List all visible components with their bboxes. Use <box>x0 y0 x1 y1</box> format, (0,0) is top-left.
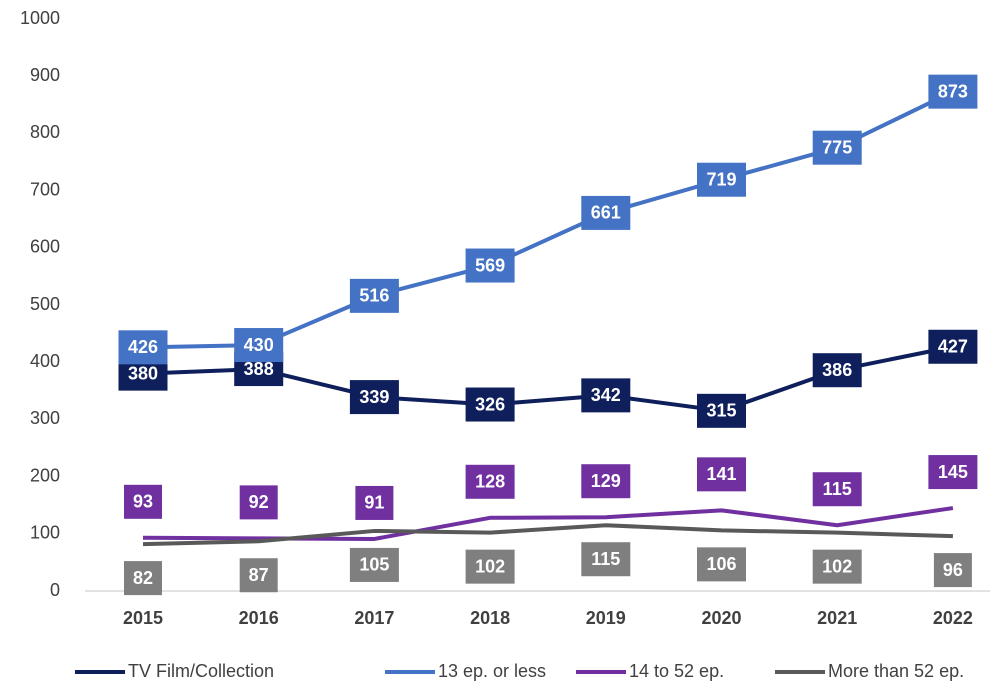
y-tick-label: 300 <box>30 408 60 428</box>
data-label: 129 <box>591 471 621 491</box>
data-label: 106 <box>706 554 736 574</box>
data-label-box <box>697 393 746 428</box>
data-label: 87 <box>249 565 269 585</box>
y-tick-label: 500 <box>30 294 60 314</box>
x-tick-label: 2020 <box>701 608 741 628</box>
data-label: 115 <box>591 549 620 569</box>
data-label: 427 <box>938 337 968 357</box>
data-label: 386 <box>822 360 852 380</box>
data-label: 775 <box>822 137 852 157</box>
x-tick-label: 2018 <box>470 608 510 628</box>
data-label-box <box>581 378 631 413</box>
data-label-box <box>928 329 978 364</box>
data-label: 388 <box>244 359 274 379</box>
data-label: 719 <box>706 169 736 189</box>
data-label-box <box>812 472 862 507</box>
legend-label: TV Film/Collection <box>128 661 274 681</box>
data-label: 93 <box>133 492 153 512</box>
data-label-box <box>118 330 168 365</box>
data-label: 92 <box>249 492 269 512</box>
data-label: 128 <box>475 472 505 492</box>
data-label: 145 <box>938 462 968 482</box>
data-label-box <box>465 464 515 499</box>
data-label-box <box>928 455 978 490</box>
data-label: 426 <box>128 337 158 357</box>
data-label-box <box>234 328 284 363</box>
data-label-box <box>933 553 972 588</box>
data-label: 105 <box>359 555 389 575</box>
data-label-box <box>349 278 399 313</box>
data-label: 96 <box>943 560 963 580</box>
y-tick-label: 200 <box>30 465 60 485</box>
data-label: 102 <box>475 556 505 576</box>
data-label: 342 <box>591 385 621 405</box>
data-label: 380 <box>128 363 158 383</box>
y-tick-label: 1000 <box>20 8 60 28</box>
legend-label: 14 to 52 ep. <box>629 661 724 681</box>
data-label-box <box>465 549 515 584</box>
data-label-box <box>239 558 278 593</box>
data-label: 326 <box>475 394 505 414</box>
data-label: 115 <box>823 479 852 499</box>
data-label: 315 <box>706 401 736 421</box>
data-label: 661 <box>591 203 621 223</box>
data-label-box <box>697 547 746 582</box>
x-tick-label: 2015 <box>123 608 163 628</box>
y-tick-label: 800 <box>30 122 60 142</box>
data-label-box <box>349 380 399 415</box>
data-label-box <box>465 248 515 283</box>
x-tick-label: 2022 <box>933 608 973 628</box>
data-label: 430 <box>244 335 274 355</box>
data-label-box <box>581 195 631 230</box>
y-tick-label: 100 <box>30 523 60 543</box>
data-label-box <box>697 457 746 492</box>
data-label-box <box>239 485 278 520</box>
series-line <box>142 523 953 547</box>
y-tick-label: 700 <box>30 179 60 199</box>
data-label: 82 <box>133 568 153 588</box>
y-tick-label: 0 <box>50 580 60 600</box>
data-label-box <box>581 464 631 499</box>
y-tick-label: 400 <box>30 351 60 371</box>
x-tick-label: 2016 <box>239 608 279 628</box>
data-label-box <box>581 542 631 577</box>
data-label-box <box>355 485 394 520</box>
data-label: 102 <box>822 556 852 576</box>
x-tick-label: 2017 <box>354 608 394 628</box>
data-label-box <box>812 130 862 165</box>
data-label-box <box>124 561 162 596</box>
data-label-box <box>465 387 515 422</box>
data-label: 873 <box>938 81 968 101</box>
x-tick-label: 2021 <box>817 608 857 628</box>
y-tick-label: 900 <box>30 65 60 85</box>
data-label: 569 <box>475 255 505 275</box>
y-tick-label: 600 <box>30 237 60 257</box>
data-label: 141 <box>706 464 736 484</box>
data-label-box <box>697 162 746 197</box>
data-label: 339 <box>359 387 389 407</box>
data-label-box <box>124 484 162 519</box>
data-label-box <box>812 549 862 584</box>
data-label-box <box>349 547 399 582</box>
x-tick-label: 2019 <box>586 608 626 628</box>
legend-label: 13 ep. or less <box>438 661 546 681</box>
data-label: 91 <box>364 493 384 513</box>
legend-label: More than 52 ep. <box>828 661 964 681</box>
series-line <box>142 89 954 350</box>
data-label-box <box>928 74 978 109</box>
data-label: 516 <box>359 286 389 306</box>
data-label-box <box>812 353 862 388</box>
